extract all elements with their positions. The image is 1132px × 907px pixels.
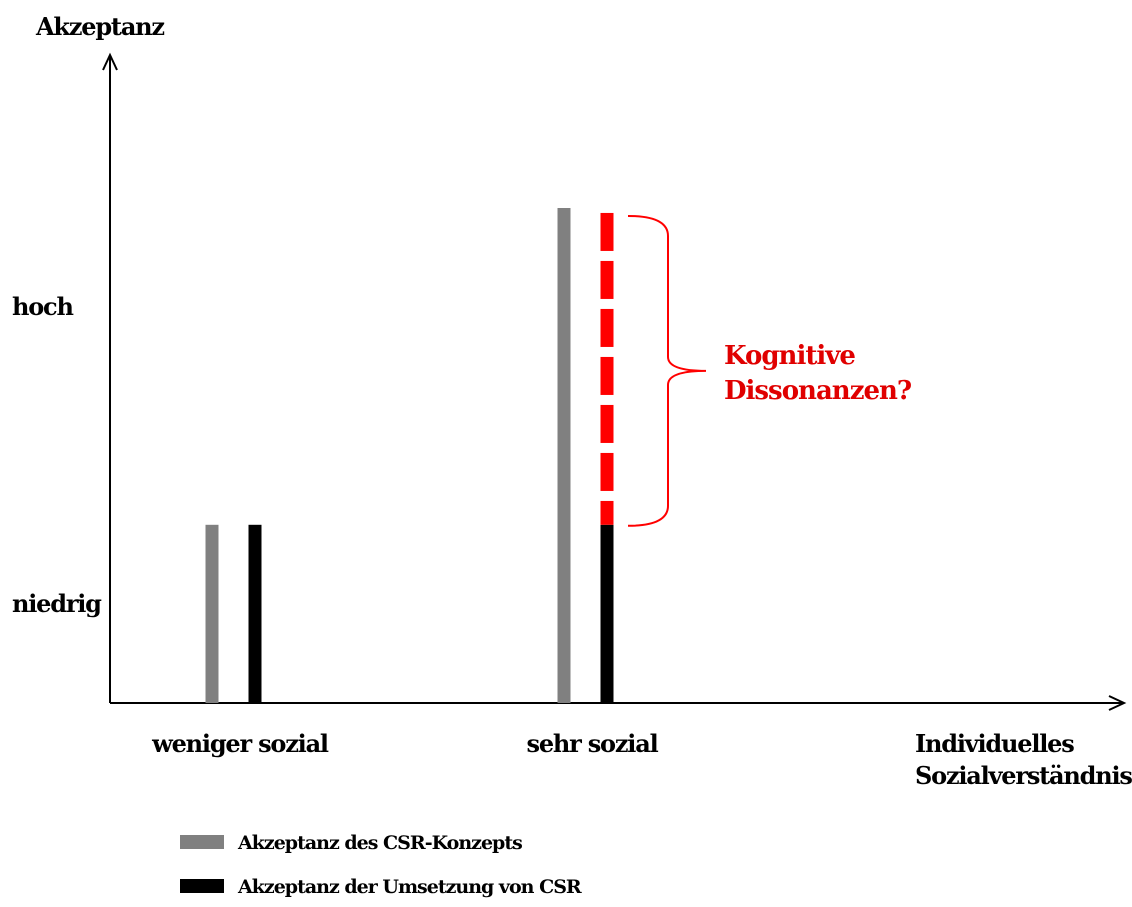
- gap-dash-3: [600, 356, 614, 395]
- x-tick-label: weniger sozial: [151, 729, 329, 758]
- gap-bar: [600, 212, 614, 525]
- y-tick-label: niedrig: [12, 589, 102, 618]
- x-tick-label: sehr sozial: [527, 729, 659, 758]
- x-axis-label-line: Individuelles: [915, 729, 1074, 758]
- legend-label: Akzeptanz des CSR-Konzepts: [237, 832, 522, 854]
- dissonance-annotation: Kognitive Dissonanzen?: [724, 341, 912, 406]
- gap-dash-6: [600, 500, 614, 525]
- y-tick-labels: hoch niedrig: [12, 292, 103, 618]
- x-tick-labels: weniger sozial sehr sozial: [151, 729, 660, 758]
- bars: [205, 208, 614, 703]
- bar-umsetzung-0: [248, 524, 262, 703]
- x-axis-label: Individuelles Sozialverständnis: [915, 729, 1132, 790]
- axes: [102, 52, 1127, 711]
- annotation-line: Kognitive: [724, 341, 855, 371]
- x-axis-arrow: [1108, 695, 1127, 711]
- annotation-line: Dissonanzen?: [724, 376, 912, 406]
- legend-label: Akzeptanz der Umsetzung von CSR: [237, 876, 582, 898]
- y-axis-arrow: [102, 52, 118, 71]
- legend-swatch: [180, 879, 224, 893]
- gap-dash-0: [600, 212, 614, 251]
- dissonance-brace: [627, 214, 707, 527]
- gap-dash-2: [600, 308, 614, 347]
- bar-umsetzung-1: [600, 524, 614, 703]
- gap-dash-4: [600, 404, 614, 443]
- gap-dash-1: [600, 260, 614, 299]
- y-tick-label: hoch: [12, 292, 73, 321]
- legend-swatch: [180, 835, 224, 849]
- y-axis-label: Akzeptanz: [35, 12, 164, 41]
- legend: Akzeptanz des CSR-Konzepts Akzeptanz der …: [180, 832, 583, 898]
- gap-dash-5: [600, 452, 614, 491]
- x-axis-label-line: Sozialverständnis: [915, 761, 1132, 790]
- bar-konzept-1: [557, 208, 571, 703]
- bar-konzept-0: [205, 524, 219, 703]
